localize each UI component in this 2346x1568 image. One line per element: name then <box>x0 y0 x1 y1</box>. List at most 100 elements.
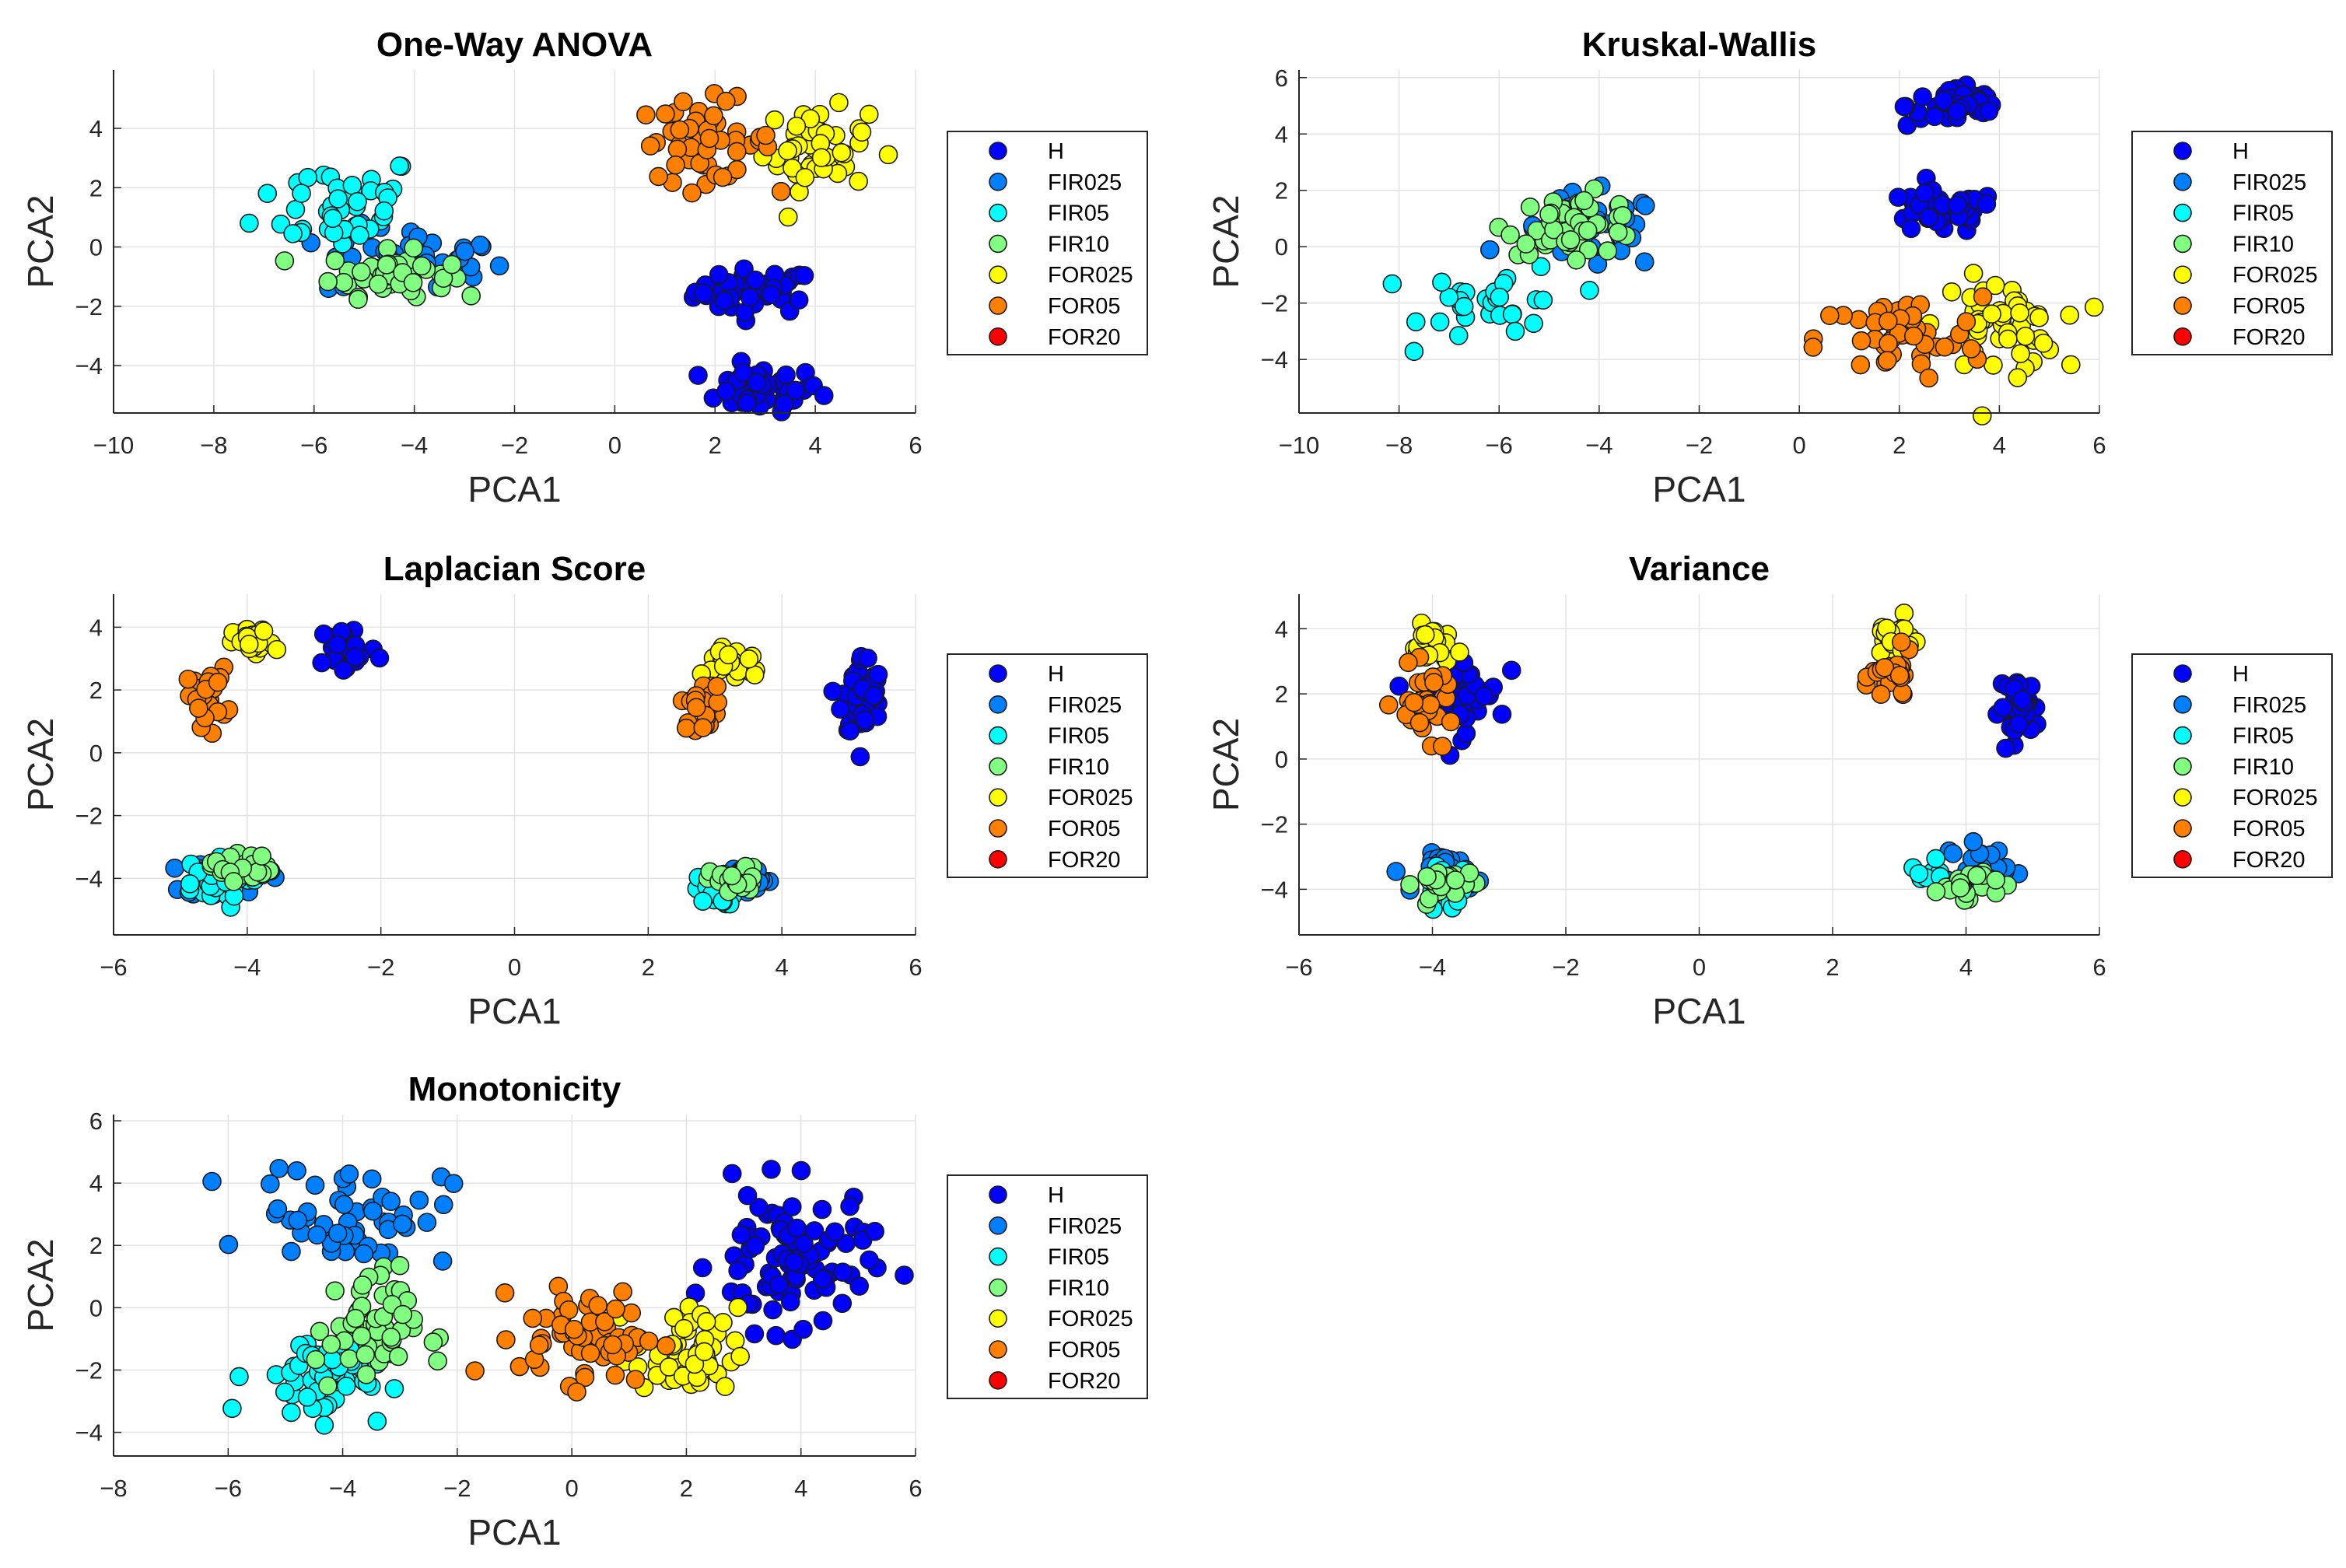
point-fir05 <box>348 191 367 212</box>
point-for05 <box>605 1365 625 1385</box>
point-for05 <box>1851 355 1871 375</box>
x-tick-label: −4 <box>1585 432 1612 459</box>
point-h <box>2012 690 2033 709</box>
point-fir05 <box>336 1377 356 1396</box>
legend[interactable]: H FIR025 FIR05 FIR10 FOR025 FOR05 FOR20 <box>947 131 1148 355</box>
legend-entry: FOR025 <box>1048 263 1133 288</box>
point-h <box>825 1222 845 1242</box>
point-for05 <box>1891 632 1911 652</box>
x-tick-label: −4 <box>1419 954 1446 981</box>
point-fir10 <box>1608 222 1628 243</box>
point-h <box>747 373 767 393</box>
x-tick-label: −2 <box>1686 432 1713 459</box>
x-tick-label: −10 <box>93 432 135 459</box>
legend-entry: H <box>1048 139 1064 164</box>
point-fir10 <box>1500 225 1520 245</box>
point-for025 <box>2029 308 2049 327</box>
y-tick-label: −2 <box>1261 290 1288 317</box>
point-h <box>1894 96 1914 117</box>
point-for05 <box>1441 712 1461 732</box>
point-h <box>1501 660 1521 681</box>
point-fir10 <box>1950 878 1970 898</box>
y-tick-label: 0 <box>1275 746 1288 773</box>
point-fir05 <box>1909 863 1929 884</box>
point-h <box>734 362 753 383</box>
point-h <box>786 380 806 401</box>
point-for05 <box>1878 311 1898 331</box>
point-fir10 <box>355 1345 375 1365</box>
x-tick-label: 2 <box>642 954 655 981</box>
point-h <box>688 366 708 385</box>
point-fir025 <box>1588 254 1608 274</box>
x-tick-label: 2 <box>1893 432 1906 459</box>
point-fir05 <box>1454 296 1474 317</box>
point-fir05 <box>275 1382 295 1402</box>
point-h <box>1901 219 1921 239</box>
point-for025 <box>1984 355 2003 375</box>
point-for05 <box>1424 673 1444 692</box>
legend-entry: FOR025 <box>1048 1307 1133 1332</box>
point-fir05 <box>328 189 348 208</box>
legend-entry: FIR10 <box>1048 232 1109 257</box>
point-for025 <box>1415 625 1435 645</box>
legend-entry: FOR025 <box>1048 786 1133 810</box>
point-h <box>855 710 874 730</box>
legend[interactable]: H FIR025 FIR05 FIR10 FOR025 FOR05 FOR20 <box>2131 131 2333 355</box>
point-for05 <box>1961 339 1981 359</box>
point-for05 <box>670 120 690 140</box>
point-fir025 <box>1943 844 1963 863</box>
point-for05 <box>657 1335 676 1356</box>
point-for05 <box>523 1308 543 1328</box>
point-h <box>694 283 713 303</box>
point-for025 <box>239 635 259 654</box>
point-for05 <box>1820 306 1840 325</box>
point-for025 <box>1942 282 1962 302</box>
point-h <box>1977 194 1997 214</box>
y-tick-label: −4 <box>75 865 103 892</box>
legend-marker-for20 <box>989 327 1007 346</box>
y-tick-label: −2 <box>75 293 103 320</box>
x-tick-label: 0 <box>608 432 622 459</box>
legend-box <box>2131 653 2333 878</box>
point-for05 <box>693 718 713 737</box>
point-h <box>1474 686 1494 706</box>
point-fir10 <box>1598 241 1617 261</box>
point-fir025 <box>202 1171 222 1192</box>
point-fir025 <box>287 1161 306 1181</box>
point-for05 <box>580 1343 601 1363</box>
point-fir05 <box>1490 287 1510 307</box>
legend[interactable]: H FIR025 FIR05 FIR10 FOR025 FOR05 FOR20 <box>947 1174 1148 1399</box>
point-for05 <box>713 167 733 187</box>
legend-entry: FOR05 <box>1048 1338 1120 1363</box>
y-tick-label: 4 <box>89 115 103 142</box>
point-for05 <box>676 718 696 738</box>
point-fir10 <box>321 1335 341 1354</box>
point-h <box>895 1265 914 1285</box>
point-for05 <box>558 1300 579 1320</box>
point-h <box>812 1199 832 1220</box>
legend-marker-h <box>2173 142 2192 160</box>
point-h <box>1979 101 1999 121</box>
legend[interactable]: H FIR025 FIR05 FIR10 FOR025 FOR05 FOR20 <box>947 653 1148 878</box>
point-fir10 <box>318 1376 338 1396</box>
legend-box <box>947 1174 1148 1399</box>
y-tick-label: −4 <box>75 352 103 380</box>
point-for025 <box>730 1346 750 1367</box>
legend[interactable]: H FIR025 FIR05 FIR10 FOR025 FOR05 FOR20 <box>2131 653 2333 878</box>
point-fir10 <box>339 1349 359 1369</box>
y-axis-label: PCA2 <box>20 194 61 288</box>
point-h <box>840 1196 860 1216</box>
point-fir10 <box>1516 234 1536 254</box>
point-for025 <box>1998 329 2018 349</box>
point-fir05 <box>314 1415 334 1435</box>
point-fir05 <box>693 891 713 912</box>
point-for05 <box>1404 692 1424 712</box>
point-fir05 <box>384 1379 404 1398</box>
x-tick-label: −2 <box>501 432 528 459</box>
point-for05 <box>756 125 776 145</box>
legend-entry: FIR05 <box>1048 724 1109 749</box>
point-h <box>789 290 809 310</box>
point-h <box>791 1160 811 1181</box>
point-h <box>740 287 760 307</box>
point-fir025 <box>443 1174 464 1193</box>
